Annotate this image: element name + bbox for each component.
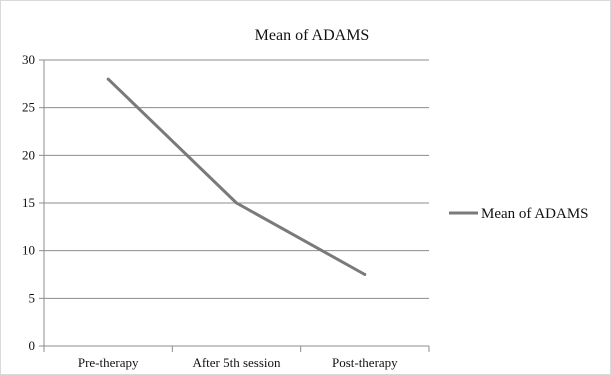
grid-lines bbox=[44, 59, 429, 299]
y-tick-label: 25 bbox=[22, 100, 35, 115]
series-line bbox=[107, 77, 366, 276]
series-lines bbox=[106, 77, 367, 276]
legend-label: Mean of ADAMS bbox=[481, 206, 589, 222]
y-tick-label: 30 bbox=[22, 52, 35, 67]
y-tick-label: 5 bbox=[29, 290, 36, 305]
axes bbox=[39, 59, 430, 352]
y-tick-label: 10 bbox=[22, 243, 35, 258]
x-tick-labels: Pre-therapy After 5th session Post-therapy bbox=[78, 355, 398, 370]
data-point bbox=[363, 273, 367, 276]
x-tick-label: Pre-therapy bbox=[78, 355, 139, 370]
y-tick-label: 0 bbox=[29, 338, 36, 353]
y-tick-labels: 0 5 10 15 20 25 30 bbox=[22, 52, 35, 353]
y-tick-label: 20 bbox=[22, 147, 35, 162]
y-tick-label: 15 bbox=[22, 195, 35, 210]
legend: Mean of ADAMS bbox=[449, 206, 589, 222]
x-tick-label: After 5th session bbox=[192, 355, 281, 370]
data-point bbox=[235, 201, 238, 205]
x-tick-label: Post-therapy bbox=[332, 355, 398, 370]
data-point bbox=[106, 77, 110, 81]
chart-title: Mean of ADAMS bbox=[255, 27, 370, 44]
